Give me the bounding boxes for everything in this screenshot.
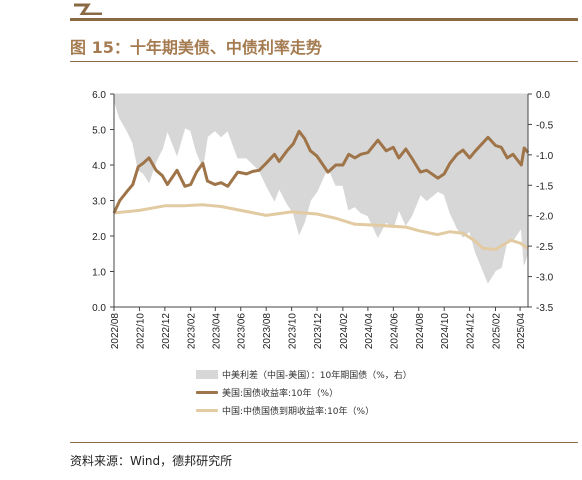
y-left-tick-label: 3.0 <box>92 197 106 208</box>
cn-yield-line <box>113 203 529 251</box>
y-left-tick-label: 2.0 <box>92 232 106 243</box>
y-left-tick-label: 0.0 <box>92 303 106 314</box>
x-tick-label: 2024/12 <box>466 313 477 350</box>
legend-swatch-us <box>196 390 218 394</box>
y-right-tick-label: -2.0 <box>536 212 554 223</box>
legend-label-cn: 中国:中债国债到期收益率:10年（%） <box>222 406 375 417</box>
x-tick-label: 2023/06 <box>237 313 248 350</box>
chart-legend: 中美利差（中国-美国）：10年期国债（%，右） 美国:国债收益率:10年（%） … <box>196 365 412 419</box>
x-tick-label: 2023/10 <box>288 313 299 350</box>
x-tick-label: 2024/02 <box>339 313 350 350</box>
y-right-tick-label: -0.5 <box>536 120 554 131</box>
header-rule <box>70 18 578 21</box>
title-underline <box>70 61 578 62</box>
report-logo <box>72 0 106 16</box>
yield-chart: 0.0 1.0 2.0 3.0 4.0 5.0 6.0 0.0 -0.5 -1.0 -1.5 -2.0… <box>92 90 554 349</box>
legend-label-us: 美国:国债收益率:10年（%） <box>222 388 339 399</box>
us-yield-line <box>112 129 530 214</box>
y-left-tick-label: 5.0 <box>92 126 106 137</box>
plot-area <box>112 93 530 284</box>
y-right-tick-label: -1.0 <box>536 151 554 162</box>
x-tick-label: 2022/10 <box>135 313 146 350</box>
y-right-tick-label: -2.5 <box>536 242 554 253</box>
legend-swatch-cn <box>196 408 218 412</box>
x-tick-label: 2022/08 <box>110 313 121 350</box>
legend-item-us: 美国:国债收益率:10年（%） <box>196 383 412 401</box>
axes: 0.0 1.0 2.0 3.0 4.0 5.0 6.0 0.0 -0.5 -1.0 -1.5 -2.0… <box>92 90 554 349</box>
spread-area <box>113 93 529 284</box>
figure-title: 图 15：十年期美债、中债利率走势 <box>70 38 322 57</box>
y-right-tick-label: -3.0 <box>536 273 554 284</box>
x-tick-label: 2023/04 <box>211 313 222 350</box>
x-tick-label: 2023/02 <box>187 313 198 350</box>
x-tick-label: 2022/12 <box>161 313 172 350</box>
x-tick-label: 2025/02 <box>491 313 502 350</box>
x-tick-label: 2024/06 <box>389 313 400 350</box>
x-tick-label: 2023/08 <box>262 313 273 350</box>
y-left-tick-label: 6.0 <box>92 90 106 101</box>
legend-label-spread: 中美利差（中国-美国）：10年期国债（%，右） <box>222 370 412 381</box>
y-left-tick-label: 1.0 <box>92 268 106 279</box>
footer-rule <box>70 442 578 443</box>
x-tick-label: 2025/04 <box>516 313 527 350</box>
y-right-tick-label: -1.5 <box>536 181 554 192</box>
legend-item-spread: 中美利差（中国-美国）：10年期国债（%，右） <box>196 365 412 383</box>
x-tick-label: 2023/12 <box>313 313 324 350</box>
x-tick-label: 2024/04 <box>364 313 375 350</box>
y-left-tick-label: 4.0 <box>92 161 106 172</box>
source-note: 资料来源：Wind，德邦研究所 <box>70 454 233 468</box>
y-right-tick-label: 0.0 <box>536 90 550 101</box>
y-right-tick-label: -3.5 <box>536 303 554 314</box>
x-tick-label: 2024/08 <box>415 313 426 350</box>
x-tick-label: 2024/10 <box>440 313 451 350</box>
legend-swatch-spread <box>196 369 218 379</box>
legend-item-cn: 中国:中债国债到期收益率:10年（%） <box>196 401 412 419</box>
